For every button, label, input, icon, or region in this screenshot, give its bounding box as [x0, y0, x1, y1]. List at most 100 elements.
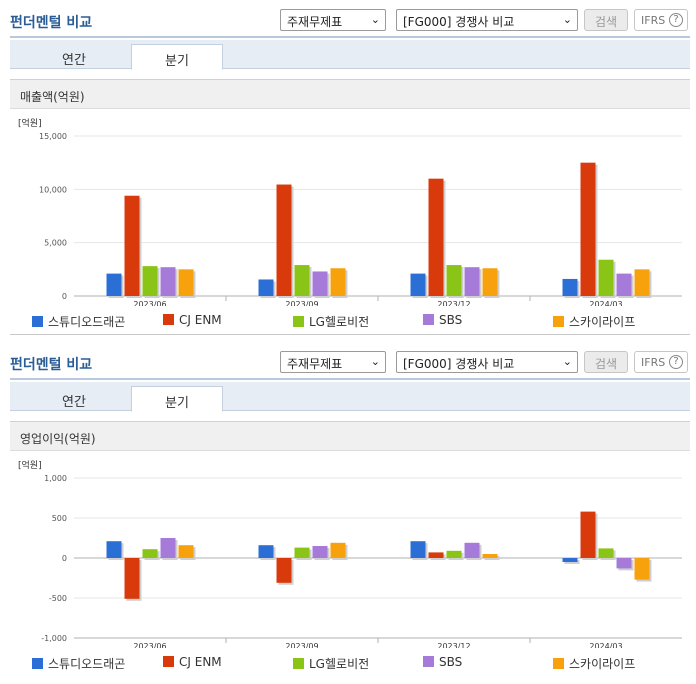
legend-label: CJ ENM — [179, 655, 222, 669]
search-button[interactable]: 검색 — [584, 351, 628, 373]
legend-item[interactable]: 스튜디오드래곤 — [32, 313, 125, 330]
bar — [634, 269, 650, 296]
bar — [410, 273, 426, 296]
tab-annual[interactable]: 연간 — [62, 53, 86, 68]
x-tick-label: 2023/12 — [437, 642, 470, 648]
legend-label: LG헬로비전 — [309, 657, 370, 671]
bar — [562, 558, 578, 562]
legend-label: LG헬로비전 — [309, 315, 370, 329]
legend-item[interactable]: SBS — [423, 313, 462, 327]
revenue-bar-chart: [억원] 0 5,000 10,000 15,000 2023/06 2023/09 2023… — [18, 117, 682, 309]
fundamental-panel-revenue: 펀더멘털 비교 주재무제표 ⌄ [FG000] 경쟁사 비교 ⌄ 검색 IFRS… — [10, 0, 690, 335]
search-button[interactable]: 검색 — [584, 9, 628, 31]
section-title: 매출액(억원) — [10, 79, 690, 109]
legend-swatch — [423, 314, 434, 325]
bar — [258, 279, 274, 296]
legend-item[interactable]: 스튜디오드래곤 — [32, 655, 125, 672]
y-tick-label: -500 — [49, 594, 67, 603]
ifrs-label: IFRS — [641, 14, 666, 27]
legend-swatch — [293, 316, 304, 327]
statement-type-select[interactable]: 주재무제표 ⌄ — [280, 351, 386, 373]
legend-swatch — [163, 656, 174, 667]
x-tick-label: 2023/12 — [437, 300, 470, 306]
panel-header: 펀더멘털 비교 주재무제표 ⌄ [FG000] 경쟁사 비교 ⌄ 검색 IFRS… — [10, 342, 690, 380]
bar — [124, 195, 140, 296]
legend-item[interactable]: 스카이라이프 — [553, 313, 635, 330]
bar — [580, 511, 596, 558]
bar — [258, 545, 274, 558]
legend-swatch — [423, 656, 434, 667]
question-icon: ? — [669, 13, 683, 27]
legend-item[interactable]: LG헬로비전 — [293, 313, 369, 330]
bar — [482, 554, 498, 558]
bar — [616, 273, 632, 296]
comparison-group-value: [FG000] 경쟁사 비교 — [403, 15, 515, 29]
period-tabs: 연간 분기 — [10, 40, 690, 70]
bar — [464, 542, 480, 558]
operating-profit-bar-chart: [억원] -1,000 -500 0 500 1,000 2023/06 2023/09 202… — [18, 459, 682, 651]
statement-type-select[interactable]: 주재무제표 ⌄ — [280, 9, 386, 31]
bar — [410, 541, 426, 558]
legend-swatch — [32, 658, 43, 669]
y-axis-unit-label: [억원] — [18, 117, 42, 129]
chevron-down-icon: ⌄ — [562, 355, 572, 368]
comparison-group-select[interactable]: [FG000] 경쟁사 비교 ⌄ — [396, 9, 578, 31]
bar — [160, 538, 176, 558]
chevron-down-icon: ⌄ — [370, 355, 380, 368]
legend-swatch — [553, 658, 564, 669]
bar — [598, 548, 614, 558]
bar — [616, 558, 632, 569]
tab-quarterly[interactable]: 분기 — [131, 44, 223, 70]
fundamental-panel-operating-profit: 펀더멘털 비교 주재무제표 ⌄ [FG000] 경쟁사 비교 ⌄ 검색 IFRS… — [0, 342, 696, 684]
legend-item[interactable]: 스카이라이프 — [553, 655, 635, 672]
chevron-down-icon: ⌄ — [370, 13, 380, 26]
statement-type-value: 주재무제표 — [287, 357, 343, 371]
bar — [276, 558, 292, 583]
tab-quarterly[interactable]: 분기 — [131, 386, 223, 412]
legend-item[interactable]: CJ ENM — [163, 655, 222, 669]
ifrs-help-button[interactable]: IFRS ? — [634, 9, 688, 31]
ifrs-label: IFRS — [641, 356, 666, 369]
panel-header: 펀더멘털 비교 주재무제표 ⌄ [FG000] 경쟁사 비교 ⌄ 검색 IFRS… — [10, 0, 690, 38]
legend-swatch — [293, 658, 304, 669]
y-axis-unit-label: [억원] — [18, 459, 42, 471]
bar — [580, 162, 596, 296]
bar — [294, 265, 310, 296]
x-tick-label: 2023/06 — [133, 642, 166, 648]
y-tick-label: 1,000 — [44, 474, 67, 483]
x-tick-label: 2024/03 — [589, 300, 622, 306]
bar — [160, 267, 176, 296]
y-tick-label: 15,000 — [39, 132, 67, 141]
bar — [446, 265, 462, 296]
panel-divider — [10, 334, 690, 335]
tab-annual[interactable]: 연간 — [62, 395, 86, 410]
period-tabs: 연간 분기 — [10, 382, 690, 412]
section-title: 영업이익(억원) — [10, 421, 690, 451]
bar — [178, 545, 194, 558]
bar — [178, 269, 194, 296]
revenue-chart: [억원] 0 5,000 10,000 15,000 2023/06 2023/09 2023… — [10, 110, 690, 309]
bar — [464, 267, 480, 296]
y-tick-label: 500 — [52, 514, 67, 523]
chart-legend: 스튜디오드래곤 CJ ENM LG헬로비전 SBS 스카이라이프 — [10, 653, 690, 673]
bar — [562, 278, 578, 296]
x-tick-label: 2023/09 — [285, 300, 318, 306]
ifrs-help-button[interactable]: IFRS ? — [634, 351, 688, 373]
x-tick-label: 2024/03 — [589, 642, 622, 648]
legend-label: 스카이라이프 — [569, 315, 636, 329]
legend-label: 스튜디오드래곤 — [48, 657, 126, 671]
legend-label: SBS — [439, 655, 463, 669]
legend-item[interactable]: CJ ENM — [163, 313, 222, 327]
bar — [330, 542, 346, 558]
comparison-group-select[interactable]: [FG000] 경쟁사 비교 ⌄ — [396, 351, 578, 373]
legend-item[interactable]: SBS — [423, 655, 462, 669]
legend-item[interactable]: LG헬로비전 — [293, 655, 369, 672]
bar — [106, 273, 122, 296]
y-tick-label: -1,000 — [41, 634, 67, 643]
bar — [330, 268, 346, 296]
chart-legend: 스튜디오드래곤 CJ ENM LG헬로비전 SBS 스카이라이프 — [10, 311, 690, 331]
question-icon: ? — [669, 355, 683, 369]
legend-swatch — [553, 316, 564, 327]
panel-title: 펀더멘털 비교 — [10, 15, 93, 31]
chevron-down-icon: ⌄ — [562, 13, 572, 26]
